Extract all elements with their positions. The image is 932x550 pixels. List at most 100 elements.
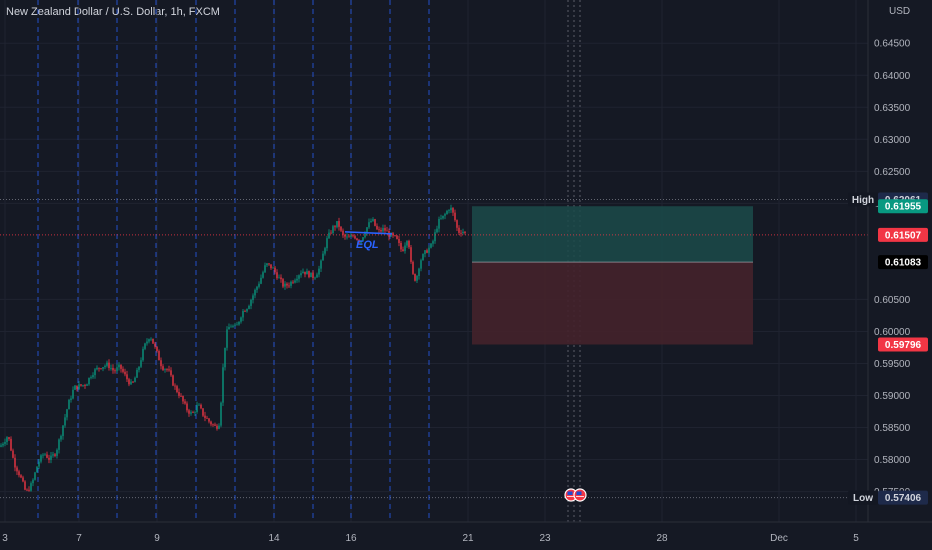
candle-down (392, 233, 394, 236)
candle-down (98, 367, 100, 369)
candle-up (110, 367, 112, 369)
candle-up (52, 454, 54, 456)
candle-up (422, 254, 424, 261)
time-tick-label: 3 (2, 533, 8, 544)
candle-up (92, 375, 94, 378)
candle-down (330, 232, 332, 234)
candle-down (46, 454, 48, 458)
candle-up (300, 273, 302, 276)
candle-down (54, 454, 56, 456)
time-tick-label: 23 (539, 533, 551, 544)
candle-up (350, 235, 352, 237)
candle-down (14, 457, 16, 468)
candle-down (84, 385, 86, 386)
candle-down (312, 272, 314, 279)
price-tick-label: 0.59000 (874, 391, 911, 402)
candle-up (258, 283, 260, 287)
target-price-tag-bg (878, 199, 928, 214)
candle-down (454, 212, 456, 221)
candle-up (404, 245, 406, 252)
candle-down (24, 481, 26, 490)
candle-up (346, 236, 348, 238)
candle-up (226, 329, 228, 348)
economic-event-markers[interactable] (564, 488, 587, 502)
candle-down (126, 374, 128, 380)
eql-line[interactable] (344, 231, 393, 235)
candle-down (186, 403, 188, 411)
candle-up (328, 232, 330, 239)
candle-down (20, 475, 22, 478)
candle-down (214, 424, 216, 426)
candle-down (374, 219, 376, 226)
candle-down (204, 415, 206, 418)
candle-down (396, 235, 398, 239)
candle-down (16, 467, 18, 472)
candle-down (334, 226, 336, 228)
candle-up (50, 455, 52, 460)
candle-down (292, 281, 294, 283)
eql-label[interactable]: EQL (356, 239, 379, 251)
stop-zone[interactable] (472, 262, 753, 345)
candle-down (244, 310, 246, 312)
candle-down (358, 240, 360, 243)
candle-up (230, 326, 232, 328)
candle-up (284, 283, 286, 287)
candle-up (70, 398, 72, 400)
annotations[interactable]: EQL (344, 231, 393, 251)
candle-up (220, 402, 222, 426)
candle-down (154, 343, 156, 347)
candle-down (458, 227, 460, 233)
candle-up (440, 218, 442, 220)
candle-down (8, 437, 10, 439)
candle-up (266, 263, 268, 266)
candle-down (172, 375, 174, 386)
candle-up (32, 479, 34, 484)
candle-up (298, 275, 300, 279)
candle-up (6, 437, 8, 442)
candle-down (402, 249, 404, 252)
candle-down (184, 401, 186, 404)
target-price-tag: 0.61955 (885, 202, 922, 213)
candle-up (42, 454, 44, 456)
candle-up (74, 385, 76, 390)
candle-up (442, 215, 444, 219)
candle-up (140, 360, 142, 367)
time-tick-label: Dec (770, 533, 788, 544)
candle-down (158, 351, 160, 361)
current-price-tag: 0.61507 (885, 230, 922, 241)
candle-down (356, 238, 358, 241)
currency-label: USD (889, 6, 910, 17)
time-axis[interactable]: 3 7 9 14 16 21 23 28 Dec 5 (0, 521, 932, 544)
candle-up (322, 253, 324, 261)
candle-up (254, 289, 256, 296)
candle-up (40, 455, 42, 462)
candle-up (34, 472, 36, 480)
candle-up (190, 412, 192, 414)
price-axis[interactable]: 0.645000.640000.635000.630000.625000.620… (848, 0, 928, 522)
candle-down (120, 364, 122, 369)
candle-up (228, 327, 230, 330)
candle-up (272, 267, 274, 269)
candle-up (332, 226, 334, 233)
candle-down (210, 421, 212, 425)
high-label: High (852, 195, 874, 206)
position-zones[interactable] (472, 206, 753, 345)
price-tick-label: 0.58500 (874, 423, 911, 434)
candle-down (282, 279, 284, 287)
candle-down (182, 395, 184, 402)
candle-up (236, 324, 238, 326)
candle-up (294, 280, 296, 283)
candle-up (58, 439, 60, 450)
candle-up (150, 338, 152, 340)
symbol-title: New Zealand Dollar / U.S. Dollar, 1h, FX… (6, 6, 220, 18)
candle-down (304, 271, 306, 275)
candle-up (448, 210, 450, 212)
candle-up (194, 411, 196, 413)
candle-up (418, 268, 420, 276)
candle-down (48, 457, 50, 460)
target-zone[interactable] (472, 206, 753, 263)
candle-down (112, 367, 114, 371)
candle-down (162, 366, 164, 370)
candle-up (450, 207, 452, 211)
